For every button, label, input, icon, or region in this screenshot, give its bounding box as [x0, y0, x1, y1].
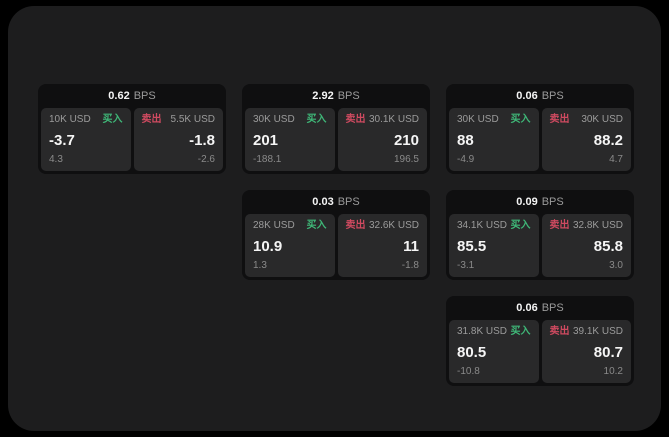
- buy-quote-panel[interactable]: 30K USD 买入 88 -4.9: [449, 108, 539, 171]
- bps-value: 0.09: [516, 196, 538, 208]
- sell-quote-panel[interactable]: 卖出 30.1K USD 210 196.5: [337, 108, 427, 171]
- buy-quote-panel[interactable]: 10K USD 买入 -3.7 4.3: [41, 108, 131, 171]
- sell-quote-panel[interactable]: 卖出 5.5K USD -1.8 -2.6: [133, 108, 223, 171]
- buy-side-label: 买入: [510, 220, 531, 231]
- buy-price-value: -3.7: [49, 131, 75, 149]
- quote-card: 0.06 BPS 30K USD 买入 88 -4.9 卖出 30K USD 8…: [446, 84, 634, 174]
- buy-delta-value: -10.8: [457, 366, 480, 377]
- quote-panels: 10K USD 买入 -3.7 4.3 卖出 5.5K USD -1.8 -2.…: [38, 108, 226, 174]
- bps-unit-label: BPS: [133, 90, 156, 102]
- sell-notional-size: 39.1K USD: [572, 326, 623, 337]
- buy-delta-value: -188.1: [253, 154, 282, 165]
- quote-card: 0.62 BPS 10K USD 买入 -3.7 4.3 卖出 5.5K USD…: [38, 84, 226, 174]
- sell-delta-value: -1.8: [401, 260, 419, 271]
- sell-delta-value: 4.7: [609, 154, 623, 165]
- card-header: 0.06 BPS: [446, 84, 634, 108]
- sell-delta-value: -2.6: [197, 154, 215, 165]
- sell-notional-size: 30K USD: [581, 114, 623, 125]
- buy-notional-size: 30K USD: [457, 114, 499, 125]
- bps-unit-label: BPS: [541, 302, 564, 314]
- bps-value: 0.06: [516, 90, 538, 102]
- sell-side-label: 卖出: [345, 114, 366, 125]
- sell-notional-size: 30.1K USD: [368, 114, 419, 125]
- sell-price-value: 80.7: [593, 343, 623, 361]
- buy-quote-panel[interactable]: 34.1K USD 买入 85.5 -3.1: [449, 214, 539, 277]
- sell-delta-value: 196.5: [393, 154, 419, 165]
- buy-side-label: 买入: [510, 326, 531, 337]
- quote-panels: 28K USD 买入 10.9 1.3 卖出 32.6K USD 11 -1.8: [242, 214, 430, 280]
- bps-unit-label: BPS: [541, 196, 564, 208]
- bps-unit-label: BPS: [337, 196, 360, 208]
- bps-unit-label: BPS: [541, 90, 564, 102]
- sell-side-label: 卖出: [549, 114, 570, 125]
- sell-delta-value: 3.0: [609, 260, 623, 271]
- sell-side-label: 卖出: [549, 220, 570, 231]
- buy-side-label: 买入: [102, 114, 123, 125]
- sell-price-value: -1.8: [189, 131, 215, 149]
- sell-quote-panel[interactable]: 卖出 32.6K USD 11 -1.8: [337, 214, 427, 277]
- buy-delta-value: 4.3: [49, 154, 63, 165]
- quote-card: 0.09 BPS 34.1K USD 买入 85.5 -3.1 卖出 32.8K…: [446, 190, 634, 280]
- sell-delta-value: 10.2: [603, 366, 623, 377]
- bps-unit-label: BPS: [337, 90, 360, 102]
- quote-panels: 30K USD 买入 88 -4.9 卖出 30K USD 88.2 4.7: [446, 108, 634, 174]
- sell-price-value: 11: [403, 237, 419, 255]
- buy-notional-size: 28K USD: [253, 220, 295, 231]
- bps-value: 2.92: [312, 90, 334, 102]
- sell-side-label: 卖出: [549, 326, 570, 337]
- buy-notional-size: 34.1K USD: [457, 220, 508, 231]
- quote-panels: 30K USD 买入 201 -188.1 卖出 30.1K USD 210 1…: [242, 108, 430, 174]
- buy-price-value: 85.5: [457, 237, 487, 255]
- buy-quote-panel[interactable]: 31.8K USD 买入 80.5 -10.8: [449, 320, 539, 383]
- buy-notional-size: 31.8K USD: [457, 326, 508, 337]
- sell-quote-panel[interactable]: 卖出 32.8K USD 85.8 3.0: [541, 214, 631, 277]
- bps-value: 0.62: [108, 90, 130, 102]
- buy-side-label: 买入: [306, 220, 327, 231]
- buy-quote-panel[interactable]: 30K USD 买入 201 -188.1: [245, 108, 335, 171]
- quote-card: 0.06 BPS 31.8K USD 买入 80.5 -10.8 卖出 39.1…: [446, 296, 634, 386]
- quote-board-surface: 0.62 BPS 10K USD 买入 -3.7 4.3 卖出 5.5K USD…: [8, 6, 661, 431]
- buy-side-label: 买入: [510, 114, 531, 125]
- bps-value: 0.06: [516, 302, 538, 314]
- quote-card: 0.03 BPS 28K USD 买入 10.9 1.3 卖出 32.6K US…: [242, 190, 430, 280]
- sell-side-label: 卖出: [345, 220, 366, 231]
- sell-quote-panel[interactable]: 卖出 30K USD 88.2 4.7: [541, 108, 631, 171]
- buy-delta-value: 1.3: [253, 260, 267, 271]
- buy-price-value: 10.9: [253, 237, 283, 255]
- buy-delta-value: -4.9: [457, 154, 475, 165]
- card-header: 0.03 BPS: [242, 190, 430, 214]
- card-header: 0.62 BPS: [38, 84, 226, 108]
- sell-notional-size: 5.5K USD: [170, 114, 215, 125]
- bps-value: 0.03: [312, 196, 334, 208]
- sell-price-value: 88.2: [593, 131, 623, 149]
- buy-side-label: 买入: [306, 114, 327, 125]
- card-header: 0.09 BPS: [446, 190, 634, 214]
- quote-panels: 34.1K USD 买入 85.5 -3.1 卖出 32.8K USD 85.8…: [446, 214, 634, 280]
- sell-quote-panel[interactable]: 卖出 39.1K USD 80.7 10.2: [541, 320, 631, 383]
- quote-panels: 31.8K USD 买入 80.5 -10.8 卖出 39.1K USD 80.…: [446, 320, 634, 386]
- buy-price-value: 88: [457, 131, 474, 149]
- sell-notional-size: 32.6K USD: [368, 220, 419, 231]
- sell-notional-size: 32.8K USD: [572, 220, 623, 231]
- card-header: 0.06 BPS: [446, 296, 634, 320]
- buy-notional-size: 30K USD: [253, 114, 295, 125]
- buy-delta-value: -3.1: [457, 260, 475, 271]
- sell-side-label: 卖出: [141, 114, 162, 125]
- buy-quote-panel[interactable]: 28K USD 买入 10.9 1.3: [245, 214, 335, 277]
- sell-price-value: 210: [393, 131, 419, 149]
- buy-price-value: 201: [253, 131, 279, 149]
- quote-card: 2.92 BPS 30K USD 买入 201 -188.1 卖出 30.1K …: [242, 84, 430, 174]
- buy-notional-size: 10K USD: [49, 114, 91, 125]
- sell-price-value: 85.8: [593, 237, 623, 255]
- buy-price-value: 80.5: [457, 343, 487, 361]
- card-header: 2.92 BPS: [242, 84, 430, 108]
